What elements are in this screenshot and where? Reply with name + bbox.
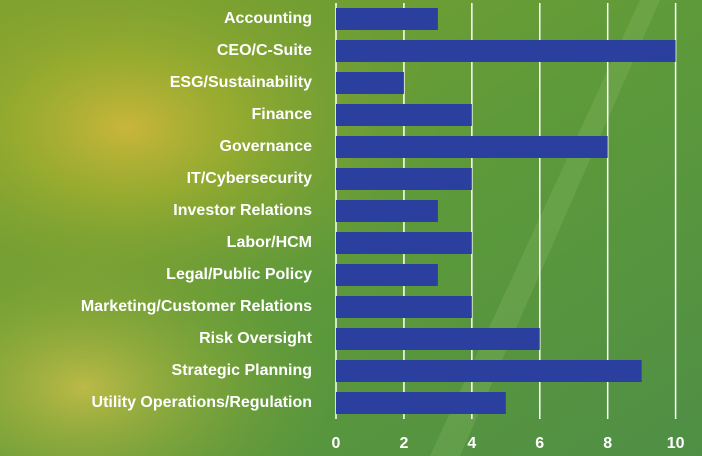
y-tick-label: Utility Operations/Regulation bbox=[92, 394, 312, 411]
y-tick-label: CEO/C-Suite bbox=[217, 42, 312, 59]
bar bbox=[336, 264, 438, 286]
y-tick-label: Accounting bbox=[224, 10, 312, 27]
x-tick-label: 0 bbox=[332, 435, 341, 452]
bar bbox=[336, 136, 608, 158]
bar bbox=[336, 104, 472, 126]
bar bbox=[336, 8, 438, 30]
bar bbox=[336, 40, 676, 62]
bar bbox=[336, 296, 472, 318]
y-tick-label: Marketing/Customer Relations bbox=[81, 298, 312, 315]
x-tick-label: 4 bbox=[467, 435, 476, 452]
bar bbox=[336, 200, 438, 222]
x-tick-label: 10 bbox=[667, 435, 685, 452]
y-tick-label: IT/Cybersecurity bbox=[187, 170, 312, 187]
x-tick-label: 2 bbox=[399, 435, 408, 452]
bar bbox=[336, 232, 472, 254]
y-tick-label: Legal/Public Policy bbox=[166, 266, 312, 283]
y-tick-label: Governance bbox=[220, 138, 313, 155]
bar bbox=[336, 392, 506, 414]
bar bbox=[336, 328, 540, 350]
x-tick-label: 6 bbox=[535, 435, 544, 452]
y-tick-label: Risk Oversight bbox=[199, 330, 313, 347]
bar bbox=[336, 72, 404, 94]
x-tick-label: 8 bbox=[603, 435, 612, 452]
bar bbox=[336, 360, 642, 382]
y-tick-label: Strategic Planning bbox=[172, 362, 312, 379]
background-flower bbox=[0, 0, 702, 456]
chart: 0 2 4 6 8 10 Accounting CEO/C-Suite ESG/Sustaina… bbox=[0, 0, 702, 456]
y-tick-label: Investor Relations bbox=[173, 202, 312, 219]
y-tick-label: ESG/Sustainability bbox=[170, 74, 312, 91]
bar bbox=[336, 168, 472, 190]
y-tick-label: Finance bbox=[252, 106, 313, 123]
y-tick-label: Labor/HCM bbox=[227, 234, 312, 251]
